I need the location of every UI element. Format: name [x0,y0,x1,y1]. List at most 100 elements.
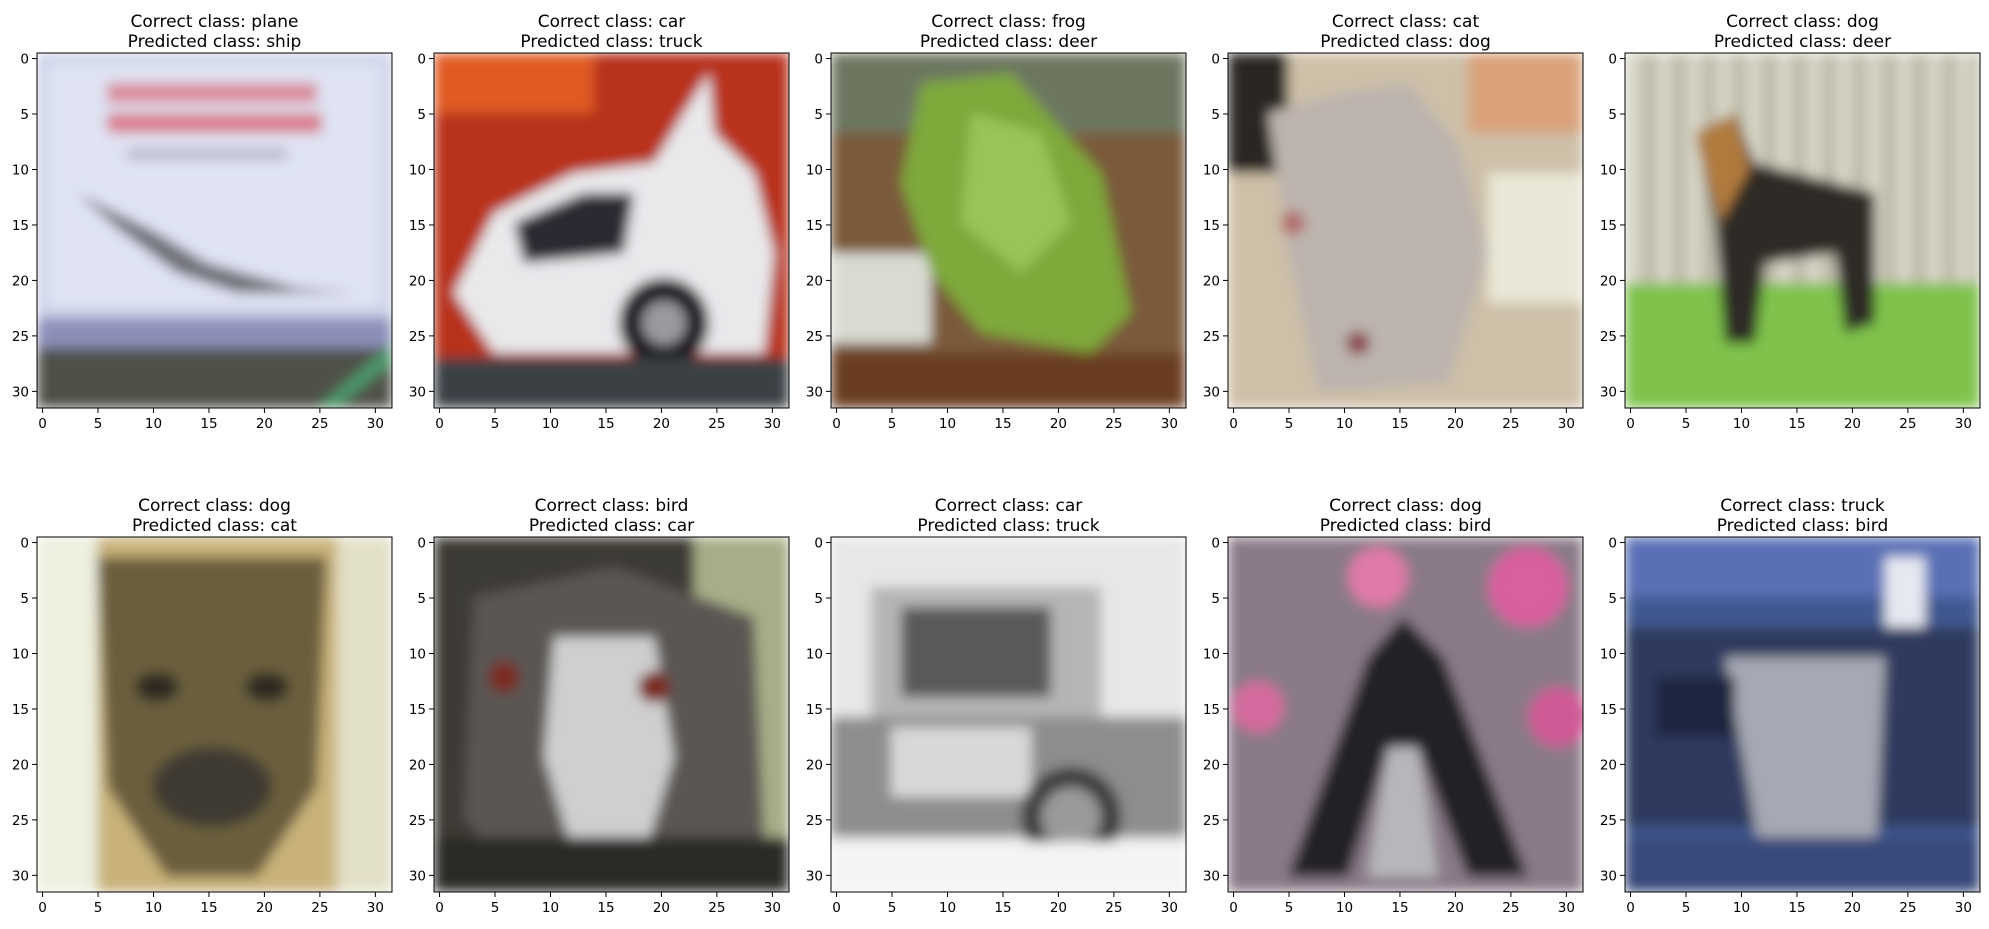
x-tick-label: 15 [200,416,217,432]
y-tick-label: 25 [806,813,823,829]
axes-frame [830,536,1187,893]
x-tick-label: 0 [1626,900,1635,916]
x-tick-label: 5 [1682,900,1691,916]
x-tick-label: 5 [491,900,500,916]
y-tick-label: 5 [1211,107,1220,123]
y-tick-label: 0 [1211,52,1220,68]
x-tick-label: 25 [1899,900,1916,916]
y-tick-label: 5 [814,107,823,123]
panel-predicted-title: Predicted class: cat [132,516,297,536]
panel-correct-title: Correct class: bird [535,496,689,516]
x-tick-label: 30 [367,416,384,432]
y-tick-label: 5 [1211,591,1220,607]
axes-frame [433,52,790,409]
axes-frame [830,52,1187,409]
x-tick-label: 5 [94,900,103,916]
x-tick-label: 30 [764,416,781,432]
axes-frame [1624,52,1981,409]
x-tick-label: 5 [1285,416,1294,432]
x-tick-label: 15 [1788,900,1805,916]
x-tick-label: 20 [256,900,273,916]
x-tick-label: 10 [542,416,559,432]
y-tick-label: 30 [409,868,426,884]
y-tick-label: 15 [1203,702,1220,718]
y-tick-label: 15 [12,218,29,234]
x-tick-label: 25 [708,900,725,916]
y-tick-label: 0 [417,536,426,552]
y-tick-label: 0 [417,52,426,68]
y-tick-label: 30 [12,384,29,400]
panel-image [831,537,1186,892]
y-tick-label: 25 [1203,813,1220,829]
x-tick-label: 30 [1955,416,1972,432]
x-tick-label: 20 [1050,900,1067,916]
y-tick-label: 10 [409,162,426,178]
x-tick-label: 25 [1502,416,1519,432]
x-tick-label: 30 [1161,416,1178,432]
panel-image [831,53,1186,408]
y-tick-label: 5 [417,107,426,123]
x-tick-label: 10 [939,900,956,916]
y-tick-label: 5 [20,591,29,607]
x-tick-label: 0 [832,416,841,432]
axes-frame [1227,536,1584,893]
x-tick-label: 10 [542,900,559,916]
y-tick-label: 0 [1608,536,1617,552]
panel-correct-title: Correct class: car [935,496,1083,516]
panel-correct-title: Correct class: dog [1726,12,1879,32]
x-tick-label: 25 [1502,900,1519,916]
y-tick-label: 0 [20,536,29,552]
y-tick-label: 0 [814,536,823,552]
x-tick-label: 25 [1105,900,1122,916]
panel-predicted-title: Predicted class: bird [1717,516,1889,536]
y-tick-label: 20 [12,273,29,289]
y-tick-label: 0 [1211,536,1220,552]
x-tick-label: 5 [491,416,500,432]
x-tick-label: 0 [832,900,841,916]
x-tick-label: 15 [1391,900,1408,916]
x-tick-label: 15 [994,416,1011,432]
y-tick-label: 30 [409,384,426,400]
panel-image [37,537,392,892]
y-tick-label: 10 [12,162,29,178]
x-tick-label: 20 [653,416,670,432]
y-tick-label: 10 [806,646,823,662]
x-tick-label: 30 [1161,900,1178,916]
x-tick-label: 0 [38,416,47,432]
axes-frame [36,52,393,409]
y-tick-label: 30 [806,384,823,400]
x-tick-label: 30 [764,900,781,916]
x-tick-label: 15 [994,900,1011,916]
y-tick-label: 30 [1600,868,1617,884]
y-tick-label: 10 [1203,646,1220,662]
x-tick-label: 20 [653,900,670,916]
y-tick-label: 0 [20,52,29,68]
x-tick-label: 5 [1285,900,1294,916]
y-tick-label: 20 [1203,273,1220,289]
x-tick-label: 15 [597,900,614,916]
y-tick-label: 20 [12,757,29,773]
x-tick-label: 0 [38,900,47,916]
x-tick-label: 20 [1050,416,1067,432]
panel-correct-title: Correct class: cat [1332,12,1480,32]
x-tick-label: 0 [1229,900,1238,916]
x-tick-label: 25 [1899,416,1916,432]
y-tick-label: 20 [1203,757,1220,773]
x-tick-label: 10 [1336,416,1353,432]
y-tick-label: 25 [409,329,426,345]
x-tick-label: 15 [200,900,217,916]
panel-correct-title: Correct class: dog [138,496,291,516]
y-tick-label: 0 [1608,52,1617,68]
panel-correct-title: Correct class: car [538,12,686,32]
y-tick-label: 5 [417,591,426,607]
x-tick-label: 10 [145,900,162,916]
axes-frame [1227,52,1584,409]
y-tick-label: 15 [409,218,426,234]
panel-image [37,53,392,408]
